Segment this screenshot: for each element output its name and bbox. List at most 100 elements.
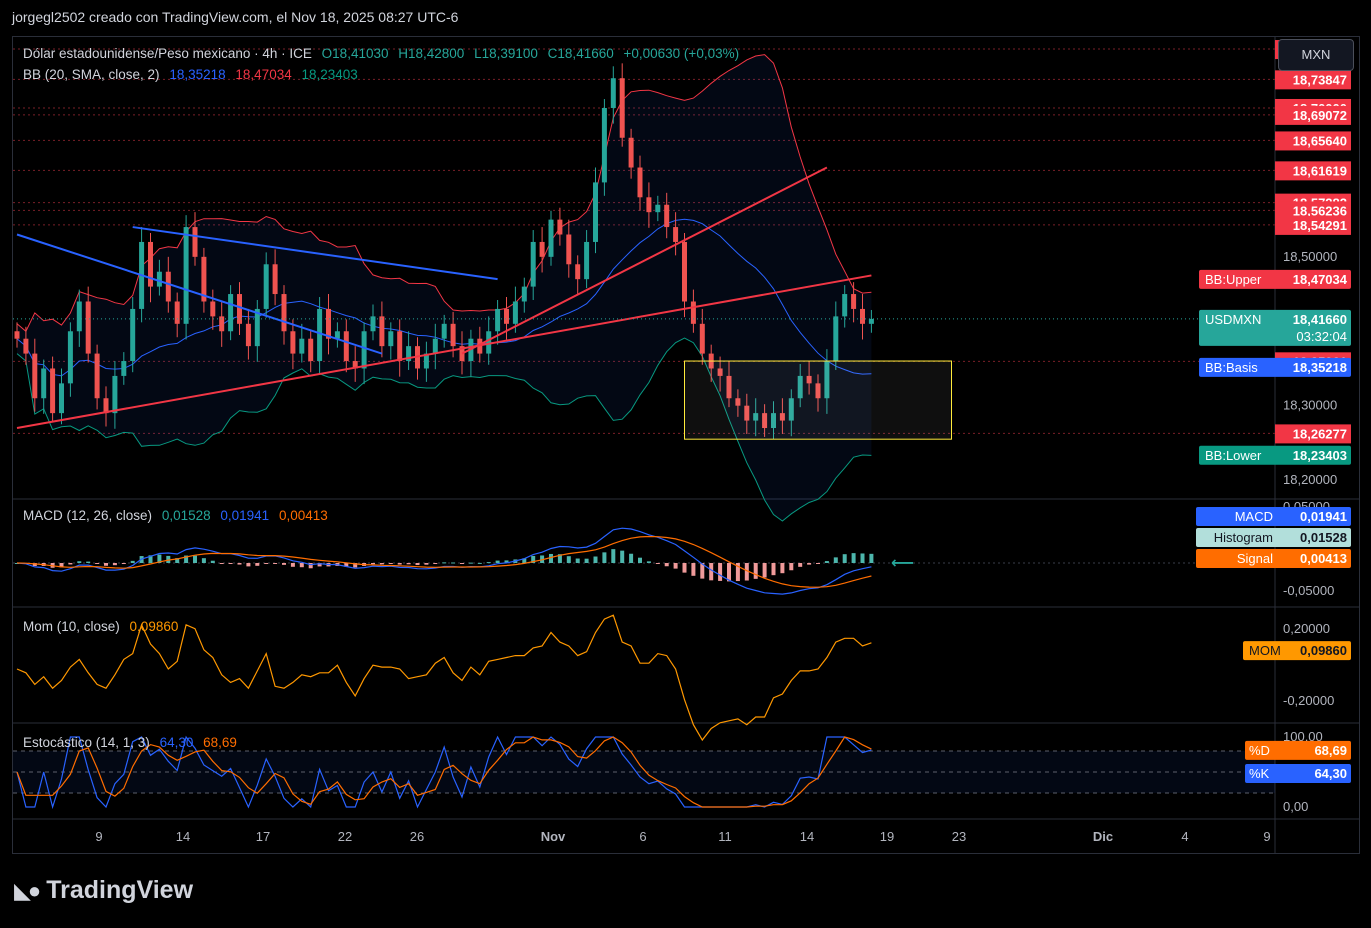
tradingview-logo[interactable]: ◣● TradingView [14,876,193,905]
candle-body [797,375,803,399]
red-level-tag [1275,215,1351,235]
x-tick-label: 22 [338,829,352,844]
macd-histogram-bar [193,555,197,563]
mom-tag [1243,641,1351,661]
high-value: H18,42800 [398,46,465,61]
macd-histogram-bar [718,563,723,581]
macd-signal-value: 0,00413 [278,508,328,523]
macd-histogram-bar [317,563,322,567]
macd-histogram-bar [406,563,411,565]
macd-histogram-bar [709,563,714,581]
macd-histogram-bar [130,560,135,563]
macd-histogram-bar [753,563,758,579]
candle-body [219,316,225,332]
candle-body [237,294,242,324]
red-level-tag [1275,424,1351,444]
x-tick-label: 19 [880,829,894,844]
candle-body [130,308,136,362]
trendline [16,233,383,355]
price-tag-value: 18,35218 [1293,360,1347,375]
trendline [132,226,498,281]
currency-button[interactable]: MXN [1278,39,1354,71]
change-value: +0,00630 (+0,03%) [623,46,740,61]
candle-body [593,182,598,242]
x-tick-label: 14 [800,829,814,844]
macd-tag [1196,507,1351,526]
bb-lower-line [16,337,872,522]
stoch-tag [1245,763,1351,783]
range-box [684,360,952,440]
candle-body [370,316,376,332]
macd-tick-label: -0,05000 [1283,583,1334,598]
x-tick-label: 11 [718,829,732,844]
candle-body [548,219,554,257]
macd-histogram-bar [531,555,536,563]
candle-body [566,234,572,265]
macd-histogram-bar [620,550,625,563]
macd-histogram-bar [68,563,73,565]
macd-histogram-bar [210,560,215,563]
candle-body [771,413,776,429]
candle-body [530,241,536,287]
macd-histogram-bar [486,562,491,564]
candle-body [762,413,768,429]
candle-body [726,375,732,399]
candle-body [165,271,171,302]
candle-body [23,338,29,354]
chart-frame[interactable]: 18,5000018,3000018,2000018,7792018,73847… [12,36,1360,854]
stoch-k-value: 64,30 [159,735,194,750]
momentum-line [16,614,872,742]
candle-body [76,301,82,332]
macd-tag-name: Signal [1237,551,1273,566]
macd-histogram-bar [175,558,180,563]
candle-body [112,375,118,414]
candle-body [824,361,830,399]
macd-histogram-bar [549,553,553,563]
bb-upper-value: 18,47034 [235,67,292,82]
candle-body [94,353,100,399]
candle-body [744,405,750,421]
macd-histogram-bar [451,562,456,564]
stoch-tag-name: %K [1249,766,1270,781]
candle-body [272,264,278,295]
candle-body [308,338,314,362]
red-level-tag [1275,161,1351,181]
macd-histogram-bar [442,562,447,564]
candle-body [343,331,349,362]
macd-histogram-bar [691,563,696,576]
macd-histogram-bar [789,563,794,571]
macd-histogram-bar [264,563,269,564]
macd-histogram-bar [415,563,420,566]
close-value: C18,41660 [547,46,614,61]
candle-body [833,316,839,362]
red-level-tag [1275,201,1351,221]
chart-canvas[interactable]: 18,5000018,3000018,2000018,7792018,73847… [13,37,1359,853]
macd-tag-value: 0,01528 [1300,530,1347,545]
candle-body [361,331,367,369]
candle-body [851,294,857,309]
candle-body [334,331,340,339]
candle-body [868,318,874,324]
tradingview-icon: ◣● [14,877,41,903]
candle-body [512,301,518,324]
symbol-label: Dólar estadounidense/Peso mexicano · 4h … [23,46,312,61]
macd-histogram-bar [228,563,233,564]
macd-histogram-bar [424,563,429,565]
candle-body [148,241,153,287]
macd-histogram-bar [798,563,803,567]
macd-histogram-bar [575,558,580,563]
x-tick-label: 9 [1263,829,1270,844]
macd-histogram-bar [290,563,295,567]
candle-body [263,264,269,309]
macd-tag [1196,528,1351,547]
bb-basis-value: 18,35218 [169,67,226,82]
macd-histogram-bar [851,553,856,563]
macd-histogram-bar [237,563,242,565]
candle-body [682,241,687,302]
macd-histogram-bar [77,561,82,563]
macd-tag-value: 0,00413 [1300,551,1347,566]
x-tick-label: Nov [541,829,566,844]
macd-histogram-bar [86,561,91,563]
macd-histogram-bar [771,563,776,576]
red-level-label: 18,54291 [1293,218,1347,233]
